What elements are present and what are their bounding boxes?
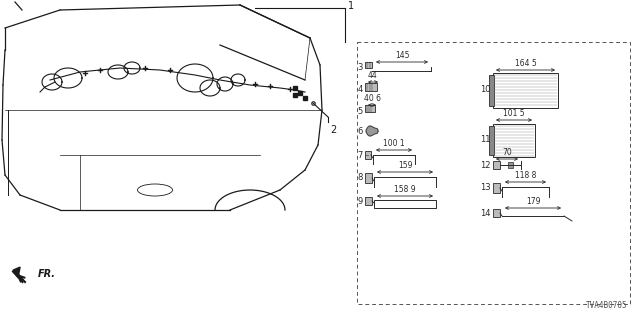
Text: 70: 70 xyxy=(502,148,512,157)
Bar xyxy=(365,62,372,68)
Bar xyxy=(365,197,372,205)
Bar xyxy=(293,93,297,97)
Text: 40 6: 40 6 xyxy=(364,94,381,103)
Text: 2: 2 xyxy=(330,125,336,135)
Text: 14: 14 xyxy=(481,209,491,218)
Text: 179: 179 xyxy=(525,197,540,206)
Bar xyxy=(303,96,307,100)
Text: 158 9: 158 9 xyxy=(394,185,416,194)
Bar xyxy=(365,151,371,159)
Text: 1: 1 xyxy=(348,1,354,11)
Text: 164 5: 164 5 xyxy=(515,59,536,68)
Text: 9: 9 xyxy=(358,196,363,205)
Text: 6: 6 xyxy=(358,126,363,135)
Bar xyxy=(493,73,558,108)
Text: FR.: FR. xyxy=(38,269,56,279)
Bar xyxy=(493,183,500,193)
Bar xyxy=(493,124,535,156)
Text: 118 8: 118 8 xyxy=(515,171,536,180)
Bar xyxy=(365,105,375,111)
Text: 11: 11 xyxy=(481,135,491,145)
Text: 8: 8 xyxy=(358,173,363,182)
Bar xyxy=(493,209,500,217)
Bar xyxy=(365,173,372,183)
Bar xyxy=(365,83,377,91)
Bar xyxy=(489,125,494,155)
Text: 145: 145 xyxy=(395,51,409,60)
Polygon shape xyxy=(12,271,23,283)
Polygon shape xyxy=(13,267,20,277)
Text: 12: 12 xyxy=(481,161,491,170)
Text: 100 1: 100 1 xyxy=(383,139,405,148)
Bar xyxy=(293,86,297,90)
Text: 101 5: 101 5 xyxy=(503,109,525,118)
Bar xyxy=(493,161,500,169)
Text: 5: 5 xyxy=(358,107,363,116)
Bar xyxy=(298,91,302,95)
Text: 7: 7 xyxy=(358,150,363,159)
Text: 3: 3 xyxy=(358,63,363,73)
Text: 13: 13 xyxy=(481,183,491,193)
Text: 10: 10 xyxy=(481,85,491,94)
Text: 4: 4 xyxy=(358,85,363,94)
Bar xyxy=(508,162,513,168)
Bar xyxy=(489,75,494,106)
Text: 159: 159 xyxy=(397,161,412,170)
Text: TVA4B0705: TVA4B0705 xyxy=(586,301,628,310)
Polygon shape xyxy=(366,126,378,136)
Bar xyxy=(374,200,436,208)
Bar xyxy=(357,42,630,304)
Text: 44: 44 xyxy=(368,71,378,80)
